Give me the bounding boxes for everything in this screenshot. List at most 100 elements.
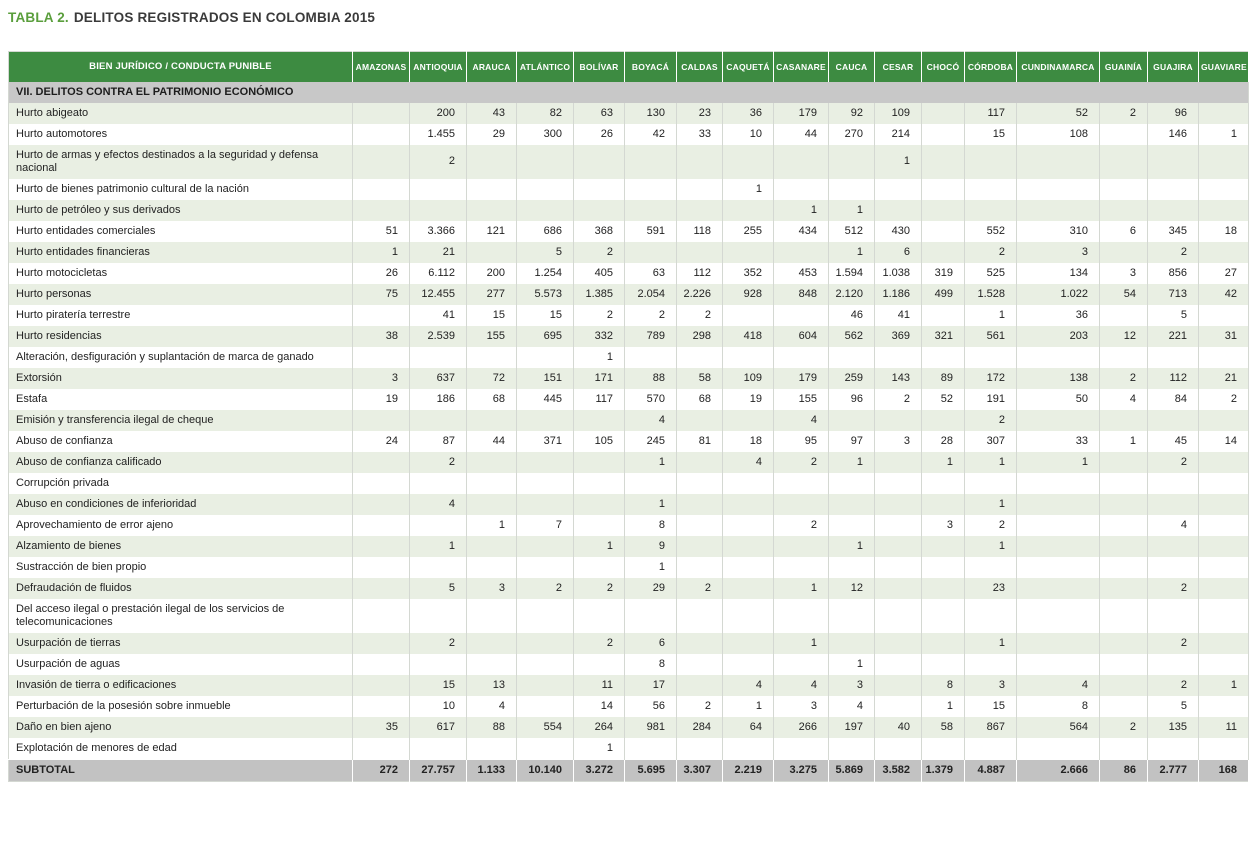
cell-value	[773, 346, 829, 368]
cell-value: 44	[773, 123, 829, 145]
cell-value	[466, 556, 517, 578]
cell-value: 63	[573, 102, 625, 124]
cell-value	[921, 653, 965, 675]
cell-value	[516, 598, 574, 633]
cell-value	[921, 409, 965, 431]
cell-value: 284	[676, 716, 723, 738]
cell-value: 2	[409, 632, 467, 654]
cell-value	[722, 653, 774, 675]
table-row: Hurto entidades comerciales 51 3.366 121 686…	[8, 220, 1249, 242]
cell-value: 11	[573, 674, 625, 696]
cell-value	[1198, 102, 1249, 124]
cell-value: 6	[874, 241, 922, 263]
cell-value: 4.887	[964, 758, 1017, 781]
column-header: AMAZONAS	[352, 51, 410, 82]
cell-value	[516, 632, 574, 654]
cell-value: 617	[409, 716, 467, 738]
subtotal-row: SUBTOTAL 272 27.757 1.133 10.140 3.272 5.695 3.…	[8, 758, 1249, 781]
cell-value	[1147, 737, 1199, 759]
cell-value: 4	[624, 409, 677, 431]
column-header: GUAJIRA	[1147, 51, 1199, 82]
column-header: CÓRDOBA	[964, 51, 1017, 82]
cell-value	[676, 346, 723, 368]
cell-value	[1016, 556, 1100, 578]
cell-value	[921, 144, 965, 179]
cell-value: 51	[352, 220, 410, 242]
cell-value: 117	[964, 102, 1017, 124]
page-title-text: DELITOS REGISTRADOS EN COLOMBIA 2015	[73, 10, 376, 25]
cell-value: 321	[921, 325, 965, 347]
row-label: Sustracción de bien propio	[8, 556, 353, 578]
cell-value: 52	[1016, 102, 1100, 124]
cell-value: 8	[624, 653, 677, 675]
cell-value	[1016, 199, 1100, 221]
cell-value	[828, 493, 875, 515]
cell-value: 2	[516, 577, 574, 599]
cell-value: 5	[516, 241, 574, 263]
row-label: Hurto entidades comerciales	[8, 220, 353, 242]
cell-value	[722, 346, 774, 368]
cell-value: 2	[874, 388, 922, 410]
row-label: Usurpación de aguas	[8, 653, 353, 675]
cell-value	[409, 737, 467, 759]
cell-value	[516, 178, 574, 200]
cell-value	[352, 451, 410, 473]
cell-value	[466, 472, 517, 494]
cell-value	[1147, 653, 1199, 675]
cell-value	[573, 556, 625, 578]
cell-value: 28	[921, 430, 965, 452]
cell-value: 2	[676, 695, 723, 717]
cell-value: 3	[874, 430, 922, 452]
cell-value: 179	[773, 102, 829, 124]
cell-value	[573, 653, 625, 675]
cell-value	[466, 535, 517, 557]
cell-value	[828, 632, 875, 654]
cell-value: 2	[409, 451, 467, 473]
cell-value: 11	[1198, 716, 1249, 738]
cell-value	[773, 653, 829, 675]
cell-value	[921, 598, 965, 633]
cell-value: 36	[1016, 304, 1100, 326]
cell-value	[466, 451, 517, 473]
cell-value: 33	[1016, 430, 1100, 452]
cell-value: 117	[573, 388, 625, 410]
cell-value	[516, 199, 574, 221]
cell-value: 2	[964, 514, 1017, 536]
cell-value: 58	[676, 367, 723, 389]
row-label: Del acceso ilegal o prestación ilegal de…	[8, 598, 353, 633]
cell-value	[1099, 199, 1148, 221]
cell-value: 31	[1198, 325, 1249, 347]
cell-value	[1198, 472, 1249, 494]
cell-value	[921, 556, 965, 578]
cell-value: 5	[409, 577, 467, 599]
cell-value: 191	[964, 388, 1017, 410]
cell-value	[1099, 514, 1148, 536]
cell-value: 3.366	[409, 220, 467, 242]
cell-value	[1198, 598, 1249, 633]
cell-value: 135	[1147, 716, 1199, 738]
cell-value	[921, 632, 965, 654]
cell-value	[828, 472, 875, 494]
cell-value: 525	[964, 262, 1017, 284]
cell-value: 1.455	[409, 123, 467, 145]
cell-value	[1198, 556, 1249, 578]
cell-value	[676, 451, 723, 473]
column-header: CESAR	[874, 51, 922, 82]
cell-value	[624, 472, 677, 494]
cell-value	[1099, 632, 1148, 654]
cell-value: 1.528	[964, 283, 1017, 305]
cell-value	[409, 514, 467, 536]
cell-value	[676, 199, 723, 221]
cell-value: 1	[964, 632, 1017, 654]
column-header: ATLÁNTICO	[516, 51, 574, 82]
cell-value	[1099, 409, 1148, 431]
cell-value	[921, 472, 965, 494]
cell-value	[466, 178, 517, 200]
cell-value: 1	[828, 199, 875, 221]
row-label-header: BIEN JURÍDICO / CONDUCTA PUNIBLE	[8, 51, 353, 82]
cell-value: 54	[1099, 283, 1148, 305]
cell-value: 789	[624, 325, 677, 347]
cell-value	[466, 632, 517, 654]
cell-value	[921, 123, 965, 145]
cell-value	[466, 598, 517, 633]
